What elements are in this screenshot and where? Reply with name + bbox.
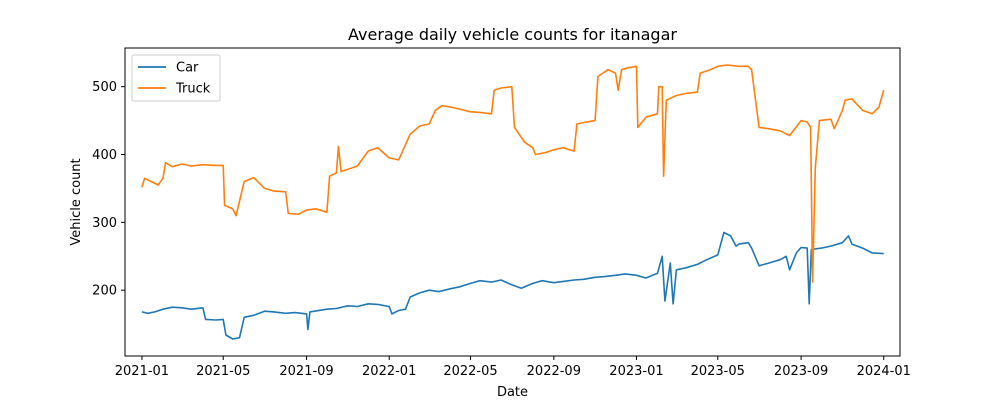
x-tick-label: 2022-01 [362, 364, 416, 379]
y-tick-label: 400 [92, 148, 117, 163]
y-tick-label: 300 [92, 216, 117, 231]
series-line-truck [141, 64, 885, 283]
x-tick-label: 2022-09 [527, 364, 581, 379]
series-layer [141, 64, 885, 340]
y-tick-label: 500 [92, 80, 117, 95]
x-tick-label: 2023-09 [774, 364, 828, 379]
y-axis-label: Vehicle count [69, 158, 84, 245]
x-tick-label: 2021-09 [279, 364, 333, 379]
chart-title: Average daily vehicle counts for itanaga… [348, 25, 677, 44]
x-axis: 2021-01 2021-05 2021-09 2022-01 2022-05 2022-… [115, 356, 911, 379]
x-axis-label: Date [497, 385, 528, 400]
x-tick-label: 2023-01 [609, 364, 663, 379]
y-tick-label: 200 [92, 284, 117, 299]
x-tick-label: 2021-05 [196, 364, 250, 379]
x-tick-label: 2024-01 [857, 364, 911, 379]
legend-label-car: Car [176, 61, 199, 76]
x-tick-label: 2021-01 [115, 364, 169, 379]
y-axis: 200 300 400 500 [92, 80, 125, 299]
legend: Car Truck [131, 54, 221, 102]
x-tick-label: 2022-05 [443, 364, 497, 379]
x-tick-label: 2023-05 [691, 364, 745, 379]
series-line-car [141, 231, 884, 340]
plot-area-frame [124, 47, 901, 357]
legend-label-truck: Truck [175, 82, 211, 97]
